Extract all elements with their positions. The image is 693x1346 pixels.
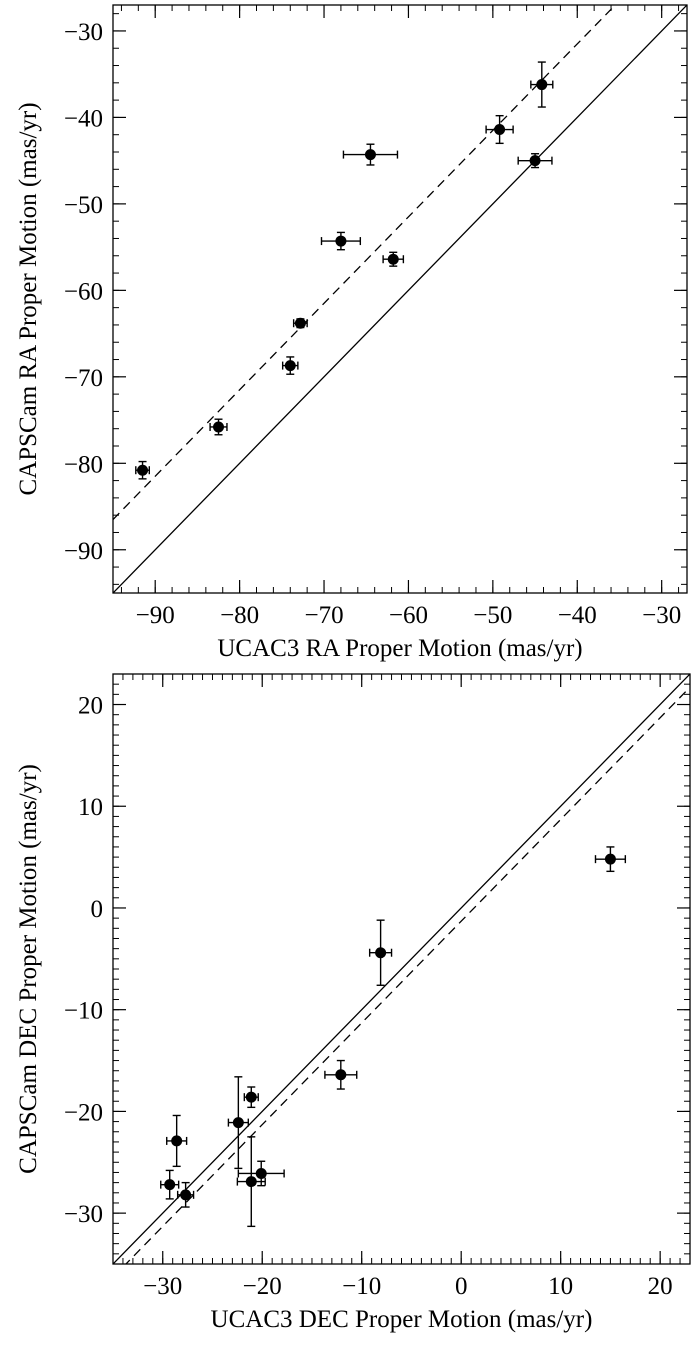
data-point [494, 124, 506, 136]
y-tick-label: −60 [64, 278, 103, 305]
data-point [335, 1069, 347, 1081]
x-tick-label: −40 [558, 602, 597, 629]
data-point [387, 253, 399, 265]
y-tick-label: 10 [78, 794, 103, 821]
data-point-group [324, 1059, 358, 1090]
data-point-group [530, 61, 554, 108]
y-tick-label: −10 [64, 998, 103, 1025]
data-point [335, 235, 347, 247]
x-tick-label: −30 [143, 1273, 182, 1300]
x-tick-label: 20 [648, 1273, 673, 1300]
y-axis-label: CAPSCam RA Proper Motion (mas/yr) [15, 102, 42, 495]
x-tick-label: −10 [342, 1273, 381, 1300]
y-tick-label: −40 [64, 105, 103, 132]
x-tick-label: −20 [243, 1273, 282, 1300]
x-tick-label: 10 [548, 1273, 573, 1300]
data-point [364, 149, 376, 161]
chart-panel-1: −90 −80 −70 −60 −50 −40 −30 −90 −80 −70 −60 −50 −40 −… [15, 4, 688, 662]
data-point-group [517, 153, 553, 169]
data-point-group [281, 356, 299, 375]
x-axis-label: UCAC3 DEC Proper Motion (mas/yr) [211, 1306, 593, 1333]
y-tick-label: 0 [91, 896, 104, 923]
x-tick-label: −60 [389, 602, 428, 629]
data-point [604, 853, 616, 865]
y-tick-label: −50 [64, 192, 103, 219]
x-tick-label: −90 [136, 602, 175, 629]
one-to-one-line [113, 5, 687, 593]
data-point-group [382, 251, 405, 267]
dashed-fit-line [125, 686, 690, 1264]
chart-panel-2: −30 −20 −10 0 10 20 −30 −20 −10 0 10 20 UCAC3 DEC Pr… [15, 673, 691, 1333]
data-point [536, 79, 548, 91]
plot-frame [112, 4, 688, 594]
y-tick-label: −30 [64, 1201, 103, 1228]
x-tick-label: −30 [642, 602, 681, 629]
dashed-fit-line [113, 5, 617, 520]
x-tick-label: −70 [304, 602, 343, 629]
data-point [232, 1117, 244, 1129]
data-point-group [160, 1169, 180, 1200]
one-to-one-line [113, 674, 690, 1264]
data-point-group [209, 418, 228, 436]
data-point [137, 464, 149, 476]
y-axis-label: CAPSCam DEC Proper Motion (mas/yr) [15, 764, 42, 1174]
data-point-group [166, 1114, 188, 1168]
data-point-group [485, 114, 514, 145]
data-point-group [135, 460, 150, 480]
x-tick-label: −80 [220, 602, 259, 629]
data-point-group [176, 1181, 195, 1208]
data-point-group [236, 1136, 266, 1228]
data-point [375, 947, 387, 959]
data-point-group [243, 1086, 259, 1109]
x-tick-label: −50 [473, 602, 512, 629]
y-tick-label: −90 [64, 538, 103, 565]
x-tick-label: 0 [455, 1273, 468, 1300]
data-point [180, 1189, 192, 1201]
data-point [164, 1179, 176, 1191]
data-point [213, 421, 225, 433]
y-tick-label: −30 [64, 19, 103, 46]
data-point-group [342, 143, 399, 166]
data-point [284, 360, 296, 372]
y-tick-label: −80 [64, 451, 103, 478]
data-point-group [227, 1076, 249, 1170]
data-point [294, 317, 306, 329]
data-point-group [320, 231, 362, 251]
data-point-group [368, 919, 393, 986]
x-axis-label: UCAC3 RA Proper Motion (mas/yr) [217, 635, 582, 662]
data-point [245, 1091, 257, 1103]
data-point [529, 155, 541, 167]
y-tick-label: −20 [64, 1099, 103, 1126]
y-tick-label: −70 [64, 365, 103, 392]
y-tick-label: 20 [78, 693, 103, 720]
data-point [255, 1167, 267, 1179]
data-point-group [292, 317, 308, 329]
data-point-group [594, 846, 627, 873]
data-point [245, 1176, 257, 1188]
data-point [171, 1135, 183, 1147]
data-point-group [237, 1160, 285, 1187]
